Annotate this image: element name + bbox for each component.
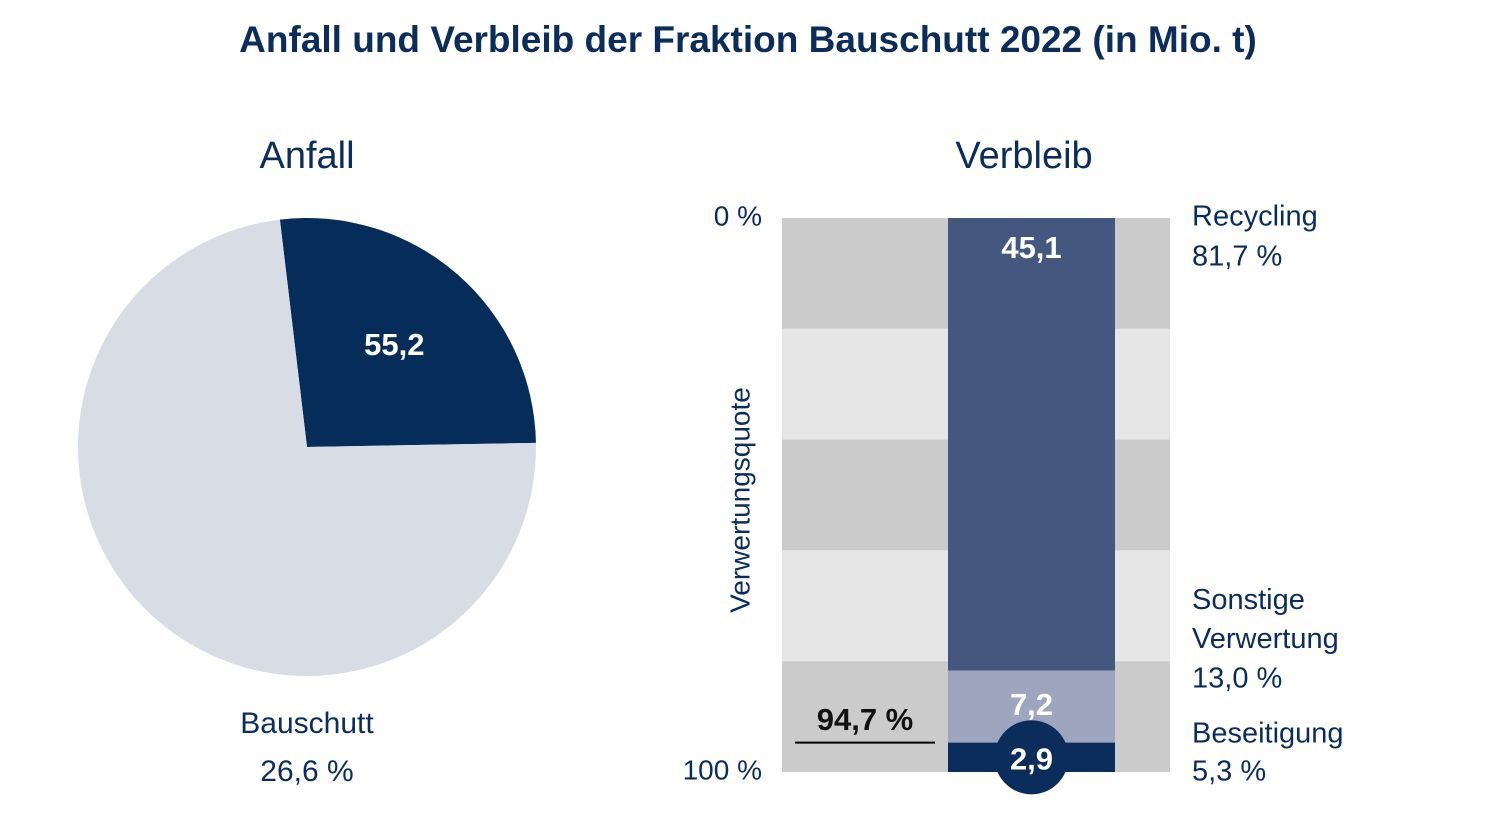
pie-title: Anfall: [259, 135, 354, 177]
series-name: Sonstige Verwertung: [1192, 584, 1339, 655]
slice-value-label: 26,6 %: [260, 755, 353, 788]
bar-title: Verbleib: [955, 135, 1092, 177]
series-value-label: 5,3 %: [1192, 756, 1266, 788]
bar-segment: [948, 218, 1115, 671]
slice-amount-label: 55,2: [364, 327, 424, 362]
slice-category-label: Bauschutt: [240, 707, 374, 740]
y-tick-label: 100 %: [683, 754, 762, 785]
series-name: Recycling: [1192, 201, 1318, 233]
label-bubble: [994, 720, 1069, 795]
y-axis-label: Verwertungsquote: [724, 387, 755, 613]
y-tick-label: 0 %: [714, 200, 762, 231]
chart-title: Anfall und Verbleib der Fraktion Bauschu…: [239, 19, 1257, 60]
pie-slice: [279, 218, 536, 447]
pie-slice: [78, 219, 536, 676]
series-value-label: 81,7 %: [1192, 241, 1282, 273]
series-value-label: 13,0 %: [1192, 663, 1282, 695]
segment-amount-label: 7,2: [1010, 687, 1053, 722]
series-name: Beseitigung: [1192, 718, 1344, 750]
segment-amount-label: 45,1: [1001, 230, 1061, 265]
segment-amount-label: 2,9: [1010, 742, 1053, 777]
annotation-label: 94,7 %: [817, 702, 914, 737]
